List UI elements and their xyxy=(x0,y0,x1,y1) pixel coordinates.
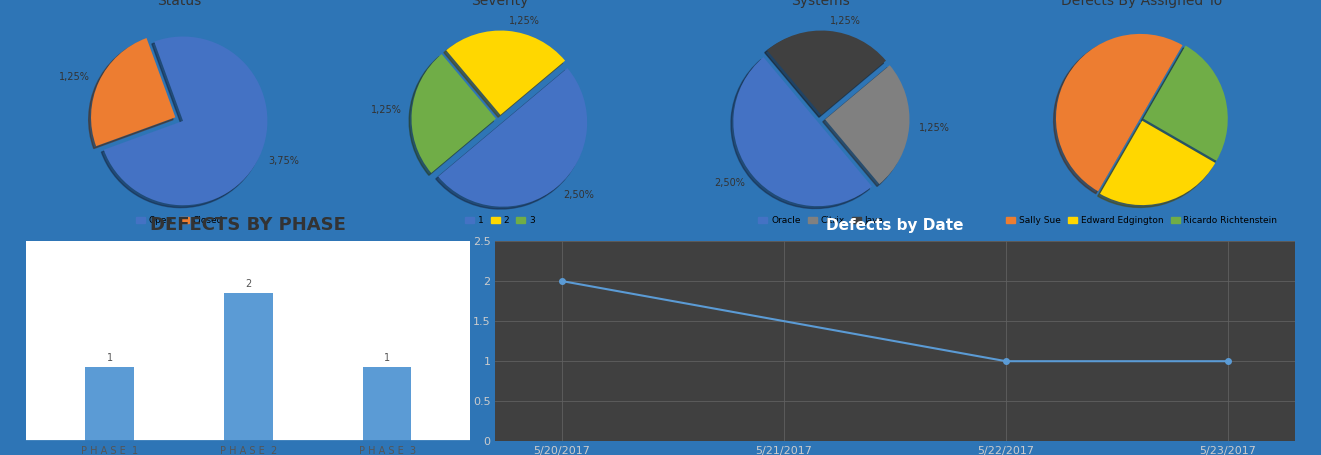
Wedge shape xyxy=(412,54,495,173)
Wedge shape xyxy=(1055,34,1182,191)
Wedge shape xyxy=(733,57,872,206)
Title: Severity: Severity xyxy=(472,0,528,8)
Text: 2,50%: 2,50% xyxy=(564,190,594,200)
Wedge shape xyxy=(768,30,886,115)
Wedge shape xyxy=(1100,121,1215,205)
Text: 1,25%: 1,25% xyxy=(59,72,90,82)
Text: 1: 1 xyxy=(384,354,390,364)
Legend: Sally Sue, Edward Edgington, Ricardo Richtenstein: Sally Sue, Edward Edgington, Ricardo Ric… xyxy=(1003,212,1281,228)
Text: 1,25%: 1,25% xyxy=(509,16,539,26)
Text: 1: 1 xyxy=(107,354,112,364)
Legend: Oracle, Citrix, Java: Oracle, Citrix, Java xyxy=(754,212,888,228)
Title: DEFECTS BY PHASE: DEFECTS BY PHASE xyxy=(151,216,346,234)
Bar xyxy=(225,293,272,441)
Wedge shape xyxy=(826,65,909,184)
Title: Defects By Assigned To: Defects By Assigned To xyxy=(1061,0,1222,8)
Legend: 1, 2, 3: 1, 2, 3 xyxy=(462,212,539,228)
Wedge shape xyxy=(104,36,267,205)
Text: 2: 2 xyxy=(246,279,251,289)
Wedge shape xyxy=(439,68,587,207)
Title: Systems: Systems xyxy=(791,0,851,8)
Text: 1,25%: 1,25% xyxy=(919,123,950,133)
Wedge shape xyxy=(1144,46,1227,161)
Text: 1,25%: 1,25% xyxy=(830,16,860,26)
Text: 3,75%: 3,75% xyxy=(268,156,300,166)
Text: 1,25%: 1,25% xyxy=(371,106,402,116)
Legend: Open, Closed: Open, Closed xyxy=(132,212,226,228)
Text: 2,50%: 2,50% xyxy=(715,177,745,187)
Title: Defects by Date: Defects by Date xyxy=(826,218,964,233)
Bar xyxy=(363,367,411,441)
Bar xyxy=(86,367,133,441)
Wedge shape xyxy=(91,38,176,146)
Wedge shape xyxy=(446,30,565,115)
Title: Status: Status xyxy=(157,0,201,8)
